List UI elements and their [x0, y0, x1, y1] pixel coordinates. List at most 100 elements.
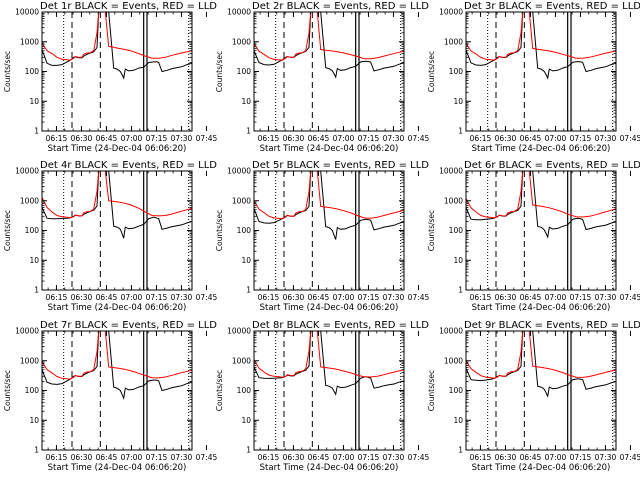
x-tick-label: 06:30 — [495, 134, 517, 143]
x-tick-label: 07:00 — [545, 134, 567, 143]
x-axis-label: Start Time (24-Dec-04 06:06:20) — [48, 144, 187, 154]
series-line-lld — [254, 331, 404, 378]
x-tick-label: 06:45 — [308, 134, 330, 143]
series-line-events — [254, 331, 404, 396]
y-tick-label: 1 — [246, 286, 251, 295]
chart-panel-1: Det 1r BLACK = Events, RED = LLD 1 10 100 10… — [3, 1, 217, 154]
y-tick-label: 100 — [237, 226, 252, 235]
y-tick-label: 100 — [449, 67, 464, 76]
series-line-lld — [466, 171, 616, 219]
chart-title: Det 8r BLACK = Events, RED = LLD — [252, 320, 429, 331]
y-tick-label: 1000 — [444, 356, 463, 365]
y-tick-label: 1000 — [20, 196, 39, 205]
x-axis-label: Start Time (24-Dec-04 06:06:20) — [472, 144, 611, 154]
x-tick-label: 06:15 — [470, 293, 492, 302]
x-tick-label: 07:00 — [545, 453, 567, 462]
x-tick-label: 07:45 — [408, 293, 430, 302]
x-tick-label: 06:45 — [96, 293, 118, 302]
x-tick-label: 06:15 — [258, 453, 280, 462]
series-line-lld — [42, 331, 192, 380]
y-axis-label: Counts/sec — [215, 370, 224, 411]
x-tick-label: 06:30 — [283, 134, 305, 143]
x-tick-label: 07:15 — [358, 293, 380, 302]
plot-frame — [253, 11, 405, 132]
plot-frame — [465, 330, 617, 451]
x-tick-label: 06:45 — [520, 134, 542, 143]
chart-title: Det 3r BLACK = Events, RED = LLD — [464, 1, 640, 12]
x-tick-label: 07:30 — [595, 453, 617, 462]
plot-frame — [41, 170, 193, 291]
x-tick-label: 07:00 — [333, 293, 355, 302]
x-axis-label: Start Time (24-Dec-04 06:06:20) — [48, 303, 187, 313]
y-tick-label: 10 — [241, 97, 251, 106]
x-tick-label: 06:15 — [46, 453, 68, 462]
x-tick-label: 07:15 — [570, 134, 592, 143]
y-axis-label: Counts/sec — [215, 51, 224, 92]
chart-title: Det 2r BLACK = Events, RED = LLD — [252, 1, 429, 12]
y-tick-label: 1 — [34, 446, 39, 455]
y-tick-label: 100 — [25, 67, 40, 76]
chart-panel-9: Det 9r BLACK = Events, RED = LLD 1 10 100 10… — [427, 320, 640, 473]
series-line-lld — [254, 12, 404, 61]
y-tick-label: 100 — [449, 226, 464, 235]
chart-title: Det 9r BLACK = Events, RED = LLD — [464, 320, 640, 331]
x-tick-label: 07:45 — [196, 453, 218, 462]
chart-panel-8: Det 8r BLACK = Events, RED = LLD 1 10 100 10… — [215, 320, 429, 473]
x-tick-label: 07:45 — [620, 134, 640, 143]
x-tick-label: 07:30 — [171, 134, 193, 143]
y-tick-label: 1 — [246, 127, 251, 136]
y-tick-label: 1 — [458, 286, 463, 295]
y-tick-label: 10000 — [227, 167, 251, 176]
x-tick-label: 07:00 — [121, 134, 143, 143]
event-markers — [487, 12, 614, 131]
x-tick-label: 06:15 — [46, 293, 68, 302]
y-axis-label: Counts/sec — [427, 51, 436, 92]
chart-panel-2: Det 2r BLACK = Events, RED = LLD 1 10 100 10… — [215, 1, 429, 154]
x-tick-label: 06:30 — [71, 293, 93, 302]
x-tick-label: 07:00 — [545, 293, 567, 302]
chart-title: Det 1r BLACK = Events, RED = LLD — [40, 1, 217, 12]
x-tick-label: 06:45 — [308, 453, 330, 462]
y-tick-label: 10000 — [227, 327, 251, 336]
y-tick-label: 1000 — [232, 37, 251, 46]
y-tick-label: 1 — [458, 127, 463, 136]
y-tick-label: 100 — [237, 67, 252, 76]
series-line-events — [466, 12, 616, 80]
y-tick-label: 1 — [34, 286, 39, 295]
series-line-events — [466, 331, 616, 398]
x-tick-label: 07:30 — [595, 293, 617, 302]
x-axis-label: Start Time (24-Dec-04 06:06:20) — [260, 303, 399, 313]
y-tick-label: 10 — [29, 97, 39, 106]
y-tick-label: 100 — [25, 386, 40, 395]
x-axis-label: Start Time (24-Dec-04 06:06:20) — [472, 303, 611, 313]
y-tick-label: 1 — [34, 127, 39, 136]
x-tick-label: 07:15 — [570, 453, 592, 462]
y-tick-label: 10 — [453, 97, 463, 106]
x-tick-label: 06:30 — [71, 134, 93, 143]
y-tick-label: 100 — [25, 226, 40, 235]
y-tick-label: 100 — [237, 386, 252, 395]
y-tick-label: 10000 — [15, 327, 39, 336]
y-tick-label: 1000 — [444, 37, 463, 46]
x-tick-label: 07:45 — [620, 293, 640, 302]
x-tick-label: 06:30 — [71, 453, 93, 462]
x-tick-label: 06:30 — [283, 293, 305, 302]
event-markers — [275, 12, 402, 131]
y-tick-label: 1 — [458, 446, 463, 455]
series-line-events — [466, 171, 616, 239]
y-tick-label: 10000 — [439, 327, 463, 336]
event-markers — [275, 331, 402, 450]
y-tick-label: 10 — [29, 416, 39, 425]
x-tick-label: 07:00 — [121, 293, 143, 302]
chart-title: Det 5r BLACK = Events, RED = LLD — [252, 160, 429, 171]
y-axis-label: Counts/sec — [3, 370, 12, 411]
x-tick-label: 06:15 — [470, 453, 492, 462]
series-line-events — [42, 171, 192, 239]
x-tick-label: 06:30 — [283, 453, 305, 462]
x-tick-label: 07:00 — [333, 453, 355, 462]
series-line-events — [254, 171, 404, 240]
chart-panel-7: Det 7r BLACK = Events, RED = LLD 1 10 100 10… — [3, 320, 217, 473]
x-tick-label: 06:30 — [495, 293, 517, 302]
x-tick-label: 07:45 — [620, 453, 640, 462]
